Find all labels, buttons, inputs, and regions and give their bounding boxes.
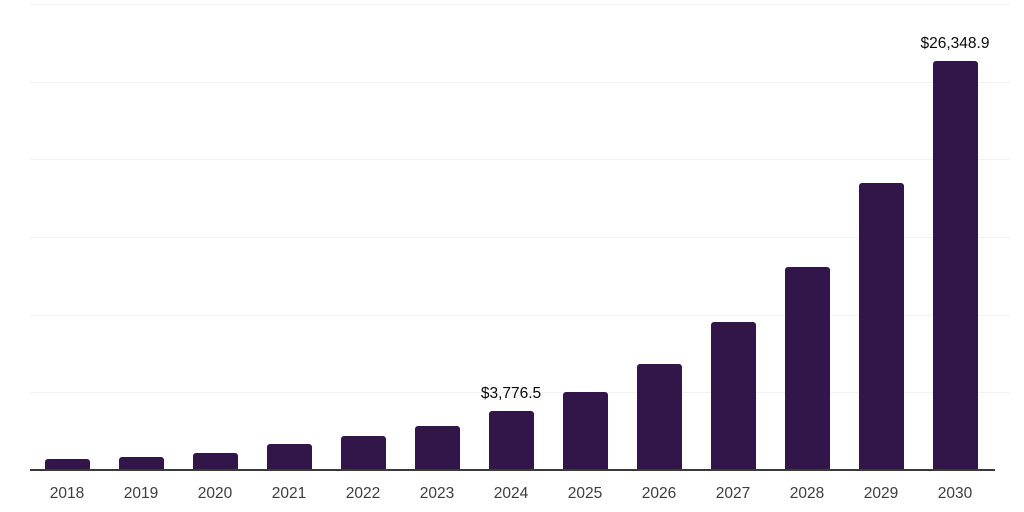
gridline	[30, 392, 1010, 394]
x-axis-line	[30, 469, 995, 471]
bar-2030	[932, 60, 978, 470]
gridline	[30, 159, 1010, 161]
gridline	[30, 4, 1010, 5]
bar-2023	[414, 426, 460, 470]
x-tick-label-2023: 2023	[419, 485, 455, 502]
value-label-2024: $3,776.5	[480, 385, 542, 403]
x-tick-label-2026: 2026	[641, 485, 677, 502]
x-tick-label-2028: 2028	[789, 485, 825, 502]
value-label-2030: $26,348.9	[920, 34, 990, 52]
bar-2022	[340, 435, 386, 470]
x-tick-label-2018: 2018	[49, 485, 85, 502]
gridline	[30, 314, 1010, 316]
bar-2018	[44, 459, 90, 470]
gridline	[30, 81, 1010, 83]
bar-2028	[784, 266, 830, 470]
x-tick-label-2019: 2019	[123, 485, 159, 502]
bar-2019	[118, 457, 164, 470]
bar-2029	[858, 182, 904, 470]
bar-2020	[192, 452, 238, 470]
x-tick-label-2025: 2025	[567, 485, 603, 502]
x-tick-label-2022: 2022	[345, 485, 381, 502]
gridline	[30, 237, 1010, 238]
bar-2027	[710, 322, 756, 470]
x-tick-label-2020: 2020	[197, 485, 233, 502]
bar-2024	[488, 411, 534, 470]
x-tick-label-2027: 2027	[715, 485, 751, 502]
bar-2025	[562, 391, 608, 470]
x-tick-label-2029: 2029	[863, 485, 899, 502]
x-tick-label-2024: 2024	[493, 485, 529, 502]
x-tick-label-2030: 2030	[937, 485, 973, 502]
bar-2026	[636, 364, 682, 470]
x-tick-label-2021: 2021	[271, 485, 307, 502]
bar-2021	[266, 444, 312, 470]
